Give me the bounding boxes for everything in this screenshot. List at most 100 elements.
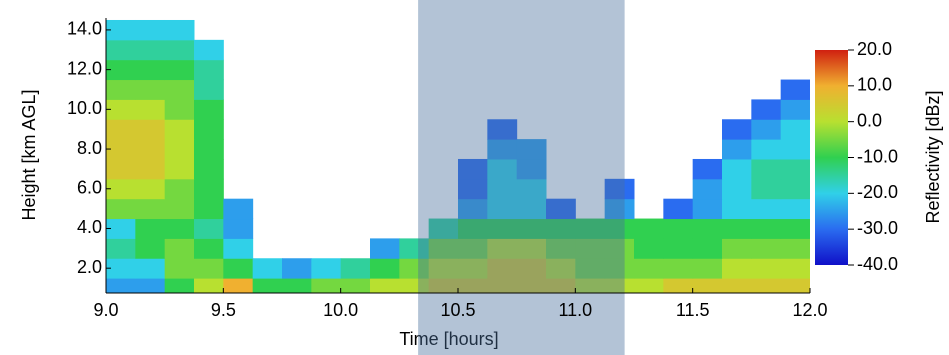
heat-cell xyxy=(340,278,371,293)
x-tick-label: 10.0 xyxy=(323,300,358,320)
heat-cell xyxy=(575,238,606,259)
y-tick-label: 12.0 xyxy=(67,58,102,78)
heat-cell xyxy=(604,238,635,259)
colorbar-tick-label: -10.0 xyxy=(857,146,898,166)
heat-cell xyxy=(194,158,224,180)
heat-cell xyxy=(604,178,635,200)
heat-cell xyxy=(106,19,136,41)
heat-cell xyxy=(692,278,723,293)
heat-cell xyxy=(722,258,752,279)
heat-cell xyxy=(516,278,547,293)
heat-cell xyxy=(780,139,810,160)
heat-cell xyxy=(282,258,312,279)
heat-cell xyxy=(780,158,810,180)
heat-cell xyxy=(282,278,312,293)
heat-cell xyxy=(223,238,254,259)
heat-cell xyxy=(604,278,635,293)
heat-cell xyxy=(223,278,254,293)
heat-cell xyxy=(692,258,723,279)
x-axis-title: Time [hours] xyxy=(399,329,498,349)
heat-cell xyxy=(135,198,166,220)
heat-cell xyxy=(575,218,606,239)
x-tick-label: 11.0 xyxy=(558,300,592,320)
y-tick-label: 14.0 xyxy=(67,19,102,39)
heat-cell xyxy=(311,258,342,279)
heat-cell xyxy=(604,258,635,279)
y-tick-label: 2.0 xyxy=(77,257,102,277)
heat-cell xyxy=(164,258,195,279)
heat-cell xyxy=(458,258,488,279)
colorbar-tick-label: 0.0 xyxy=(857,110,882,130)
heat-cell xyxy=(194,119,224,140)
heat-cell xyxy=(692,158,723,180)
heat-cell xyxy=(194,39,224,61)
heat-cell xyxy=(692,238,723,259)
heat-cell xyxy=(135,278,166,293)
heat-cell xyxy=(751,158,782,180)
heat-cell xyxy=(428,258,459,279)
heat-cell xyxy=(546,278,576,293)
heat-cell xyxy=(164,79,195,100)
x-tick-label: 9.5 xyxy=(211,300,236,320)
heat-cell xyxy=(164,19,195,41)
heat-cell xyxy=(135,139,166,160)
heat-cell xyxy=(546,198,576,220)
heat-cell xyxy=(458,278,488,293)
heat-cell xyxy=(546,238,576,259)
heat-cell xyxy=(722,198,752,220)
heat-cell xyxy=(106,178,136,200)
y-tick-label: 4.0 xyxy=(77,217,102,237)
heat-cell xyxy=(751,218,782,239)
heat-cell xyxy=(780,198,810,220)
heat-cell xyxy=(428,238,459,259)
heat-cell xyxy=(135,178,166,200)
heat-cell xyxy=(663,238,694,259)
heat-cell xyxy=(722,119,752,140)
heat-cell xyxy=(106,278,136,293)
heat-cell xyxy=(546,218,576,239)
heat-cell xyxy=(106,39,136,61)
heat-cell xyxy=(106,99,136,120)
colorbar-tick-label: -20.0 xyxy=(857,182,898,202)
heat-cell xyxy=(487,119,518,140)
heat-cell xyxy=(516,258,547,279)
heat-cell xyxy=(135,258,166,279)
heat-cell xyxy=(164,158,195,180)
heat-cell xyxy=(751,238,782,259)
heat-cell xyxy=(722,178,752,200)
heat-cell xyxy=(780,278,810,293)
heat-cell xyxy=(164,238,195,259)
heat-cell xyxy=(135,158,166,180)
heat-cell xyxy=(487,158,518,180)
heat-cell xyxy=(458,218,488,239)
heat-cell xyxy=(428,218,459,239)
heat-cell xyxy=(516,198,547,220)
heat-cell xyxy=(487,238,518,259)
x-tick-label: 9.0 xyxy=(93,300,118,320)
heat-cell xyxy=(106,139,136,160)
heat-cell xyxy=(604,198,635,220)
heat-cell xyxy=(546,258,576,279)
heat-cell xyxy=(106,158,136,180)
heat-cell xyxy=(575,258,606,279)
heat-cell xyxy=(487,278,518,293)
heat-cell xyxy=(692,198,723,220)
heat-cell xyxy=(722,218,752,239)
heat-cell xyxy=(487,139,518,160)
heat-cell xyxy=(663,278,694,293)
heat-cell xyxy=(106,218,136,239)
heat-cell xyxy=(692,218,723,239)
heat-cell xyxy=(135,218,166,239)
heat-cell xyxy=(751,99,782,120)
y-tick-label: 10.0 xyxy=(67,98,102,118)
x-tick-label: 11.5 xyxy=(676,300,710,320)
heat-cell xyxy=(634,238,664,259)
heat-cell xyxy=(223,218,254,239)
heatmap xyxy=(106,19,810,293)
colorbar-tick-label: -30.0 xyxy=(857,218,898,238)
heat-cell xyxy=(164,178,195,200)
heat-cell xyxy=(106,258,136,279)
heat-cell xyxy=(135,59,166,81)
heat-cell xyxy=(164,119,195,140)
